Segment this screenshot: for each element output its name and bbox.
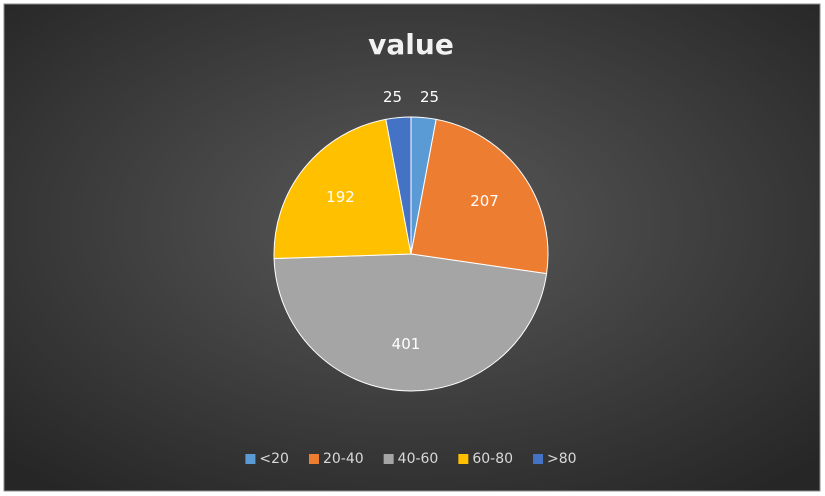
pie-slice [273,118,412,260]
legend-swatch [308,454,319,464]
legend-item: 60-80 [458,451,513,467]
legend-swatch [458,454,469,464]
data-label: 25 [383,88,402,106]
data-label: 192 [326,188,355,206]
legend-swatch [245,454,256,464]
legend-label: >80 [547,451,577,467]
data-label: 401 [392,335,421,353]
data-label: 207 [470,192,499,210]
pie-slice [385,116,412,255]
chart-title: value [368,28,454,61]
legend-label: 20-40 [323,451,364,467]
pie-slice [273,253,548,392]
legend-label: 60-80 [472,451,513,467]
legend-swatch [533,454,544,464]
legend-item: >80 [533,451,577,467]
legend-swatch [383,454,394,464]
data-label: 25 [420,88,439,106]
legend: <20 20-40 40-60 60-80 >80 [245,451,577,467]
legend-label: <20 [259,451,289,467]
pie-slice [410,118,549,275]
legend-item: <20 [245,451,289,467]
legend-item: 40-60 [383,451,439,467]
pie: 25 207 401 192 25 [273,88,549,392]
legend-label: 40-60 [398,451,439,467]
legend-item: 20-40 [308,451,364,467]
